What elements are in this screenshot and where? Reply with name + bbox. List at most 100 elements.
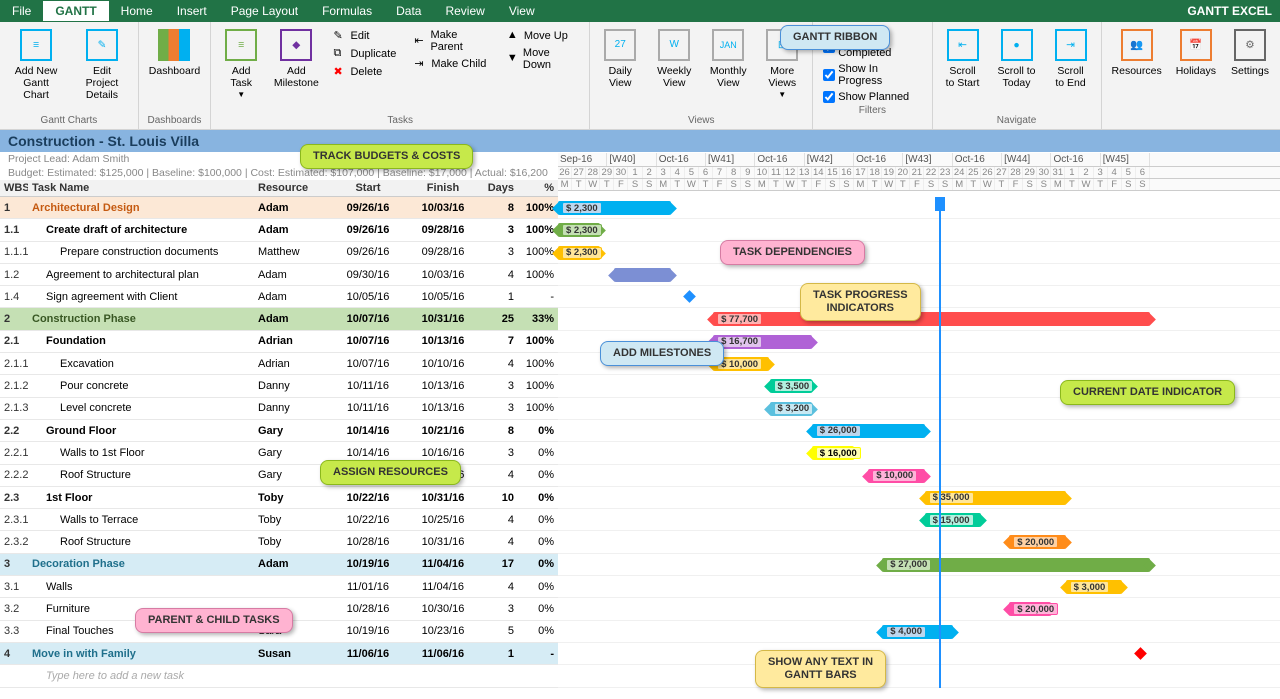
- show-in-progress[interactable]: Show In Progress: [823, 62, 921, 88]
- delete-task[interactable]: ✖Delete: [331, 64, 384, 80]
- gantt-bar[interactable]: [713, 312, 1150, 326]
- days-cell[interactable]: 3: [478, 398, 518, 420]
- task-name-cell[interactable]: 1st Floor: [28, 487, 254, 509]
- resource-cell[interactable]: Adam: [254, 264, 328, 286]
- task-name-cell[interactable]: Walls: [28, 576, 254, 598]
- resource-cell[interactable]: Danny: [254, 375, 328, 397]
- move-down[interactable]: ▼Move Down: [505, 46, 579, 72]
- start-cell[interactable]: 10/11/16: [328, 398, 408, 420]
- resource-cell[interactable]: Toby: [254, 509, 328, 531]
- gantt-cell[interactable]: [558, 264, 1280, 286]
- pct-cell[interactable]: 100%: [518, 264, 558, 286]
- menu-tab-file[interactable]: File: [0, 1, 43, 21]
- task-name-cell[interactable]: Move in with Family: [28, 643, 254, 665]
- days-cell[interactable]: 4: [478, 531, 518, 553]
- holidays-button[interactable]: 📅Holidays: [1172, 24, 1220, 79]
- start-cell[interactable]: 10/28/16: [328, 598, 408, 620]
- pct-cell[interactable]: 100%: [518, 398, 558, 420]
- monthly-view[interactable]: JANMonthly View: [704, 24, 752, 91]
- wbs-cell[interactable]: 2.2.2: [0, 465, 28, 487]
- make-child[interactable]: ⇥Make Child: [412, 56, 488, 72]
- days-cell[interactable]: 7: [478, 331, 518, 353]
- gantt-cell[interactable]: $ 10,000: [558, 465, 1280, 487]
- task-name-cell[interactable]: Level concrete: [28, 398, 254, 420]
- show-planned[interactable]: Show Planned: [823, 90, 909, 104]
- pct-cell[interactable]: 0%: [518, 487, 558, 509]
- menu-tab-page layout[interactable]: Page Layout: [219, 1, 310, 21]
- task-name-cell[interactable]: Agreement to architectural plan: [28, 264, 254, 286]
- start-cell[interactable]: 09/26/16: [328, 242, 408, 264]
- new-task-row[interactable]: Type here to add a new task: [28, 665, 254, 687]
- task-name-cell[interactable]: Walls to Terrace: [28, 509, 254, 531]
- start-cell[interactable]: 10/22/16: [328, 487, 408, 509]
- pct-cell[interactable]: 0%: [518, 465, 558, 487]
- wbs-cell[interactable]: 1.1: [0, 219, 28, 241]
- finish-cell[interactable]: 10/13/16: [408, 398, 478, 420]
- col-resource[interactable]: Resource: [254, 180, 328, 197]
- gantt-cell[interactable]: $ 20,000: [558, 531, 1280, 553]
- resource-cell[interactable]: Adam: [254, 286, 328, 308]
- finish-cell[interactable]: 10/25/16: [408, 509, 478, 531]
- wbs-cell[interactable]: 2.3: [0, 487, 28, 509]
- start-cell[interactable]: 10/11/16: [328, 375, 408, 397]
- start-cell[interactable]: 10/19/16: [328, 554, 408, 576]
- task-name-cell[interactable]: Prepare construction documents: [28, 242, 254, 264]
- new-task-row[interactable]: [478, 665, 518, 687]
- days-cell[interactable]: 3: [478, 242, 518, 264]
- days-cell[interactable]: 3: [478, 375, 518, 397]
- resource-cell[interactable]: Adam: [254, 308, 328, 330]
- pct-cell[interactable]: 0%: [518, 598, 558, 620]
- wbs-cell[interactable]: 3.3: [0, 621, 28, 643]
- start-cell[interactable]: 11/01/16: [328, 576, 408, 598]
- pct-cell[interactable]: 0%: [518, 576, 558, 598]
- start-cell[interactable]: 10/19/16: [328, 621, 408, 643]
- wbs-cell[interactable]: 2.2.1: [0, 442, 28, 464]
- days-cell[interactable]: 8: [478, 420, 518, 442]
- weekly-view[interactable]: WWeekly View: [650, 24, 698, 91]
- wbs-cell[interactable]: 3.1: [0, 576, 28, 598]
- pct-cell[interactable]: -: [518, 286, 558, 308]
- finish-cell[interactable]: 10/13/16: [408, 331, 478, 353]
- edit-project-details[interactable]: ✎Edit Project Details: [72, 24, 132, 103]
- task-name-cell[interactable]: Construction Phase: [28, 308, 254, 330]
- resource-cell[interactable]: Danny: [254, 398, 328, 420]
- gantt-cell[interactable]: $ 26,000: [558, 420, 1280, 442]
- days-cell[interactable]: 25: [478, 308, 518, 330]
- move-up[interactable]: ▲Move Up: [505, 28, 570, 44]
- days-cell[interactable]: 8: [478, 197, 518, 219]
- col-task[interactable]: Task Name: [28, 180, 254, 197]
- start-cell[interactable]: 10/22/16: [328, 509, 408, 531]
- start-cell[interactable]: 11/06/16: [328, 643, 408, 665]
- gantt-cell[interactable]: $ 2,300: [558, 242, 1280, 264]
- pct-cell[interactable]: 33%: [518, 308, 558, 330]
- finish-cell[interactable]: 11/04/16: [408, 554, 478, 576]
- wbs-cell[interactable]: 2.1: [0, 331, 28, 353]
- finish-cell[interactable]: 10/10/16: [408, 353, 478, 375]
- col-wbs[interactable]: WBS: [0, 180, 28, 197]
- gantt-cell[interactable]: $ 2,300: [558, 219, 1280, 241]
- finish-cell[interactable]: 11/06/16: [408, 643, 478, 665]
- pct-cell[interactable]: 100%: [518, 331, 558, 353]
- gantt-cell[interactable]: [558, 643, 1280, 665]
- gantt-cell[interactable]: $ 2,300: [558, 197, 1280, 219]
- gantt-cell[interactable]: $ 4,000: [558, 621, 1280, 643]
- dashboard-button[interactable]: Dashboard: [145, 24, 204, 79]
- resource-cell[interactable]: Gary: [254, 465, 328, 487]
- start-cell[interactable]: 10/14/16: [328, 420, 408, 442]
- wbs-cell[interactable]: 1: [0, 197, 28, 219]
- task-name-cell[interactable]: Create draft of architecture: [28, 219, 254, 241]
- pct-cell[interactable]: 100%: [518, 375, 558, 397]
- days-cell[interactable]: 17: [478, 554, 518, 576]
- duplicate-task[interactable]: ⧉Duplicate: [331, 46, 398, 62]
- pct-cell[interactable]: 0%: [518, 509, 558, 531]
- finish-cell[interactable]: 10/31/16: [408, 531, 478, 553]
- finish-cell[interactable]: 10/31/16: [408, 487, 478, 509]
- wbs-cell[interactable]: 2.3.1: [0, 509, 28, 531]
- wbs-cell[interactable]: 3: [0, 554, 28, 576]
- gantt-cell[interactable]: $ 16,000: [558, 442, 1280, 464]
- days-cell[interactable]: 1: [478, 643, 518, 665]
- gantt-cell[interactable]: $ 15,000: [558, 509, 1280, 531]
- settings-button[interactable]: ⚙Settings: [1226, 24, 1274, 79]
- milestone-diamond[interactable]: [1134, 647, 1147, 660]
- start-cell[interactable]: 10/28/16: [328, 531, 408, 553]
